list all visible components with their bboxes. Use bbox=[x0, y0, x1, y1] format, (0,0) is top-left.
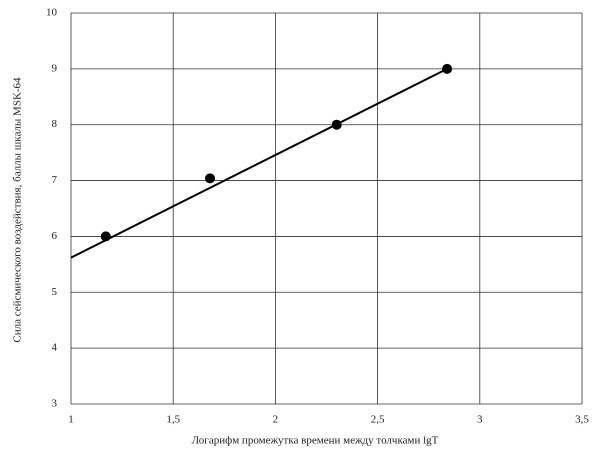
y-tick-label: 8 bbox=[52, 118, 58, 130]
y-tick-label: 9 bbox=[52, 62, 58, 74]
y-tick-label: 10 bbox=[46, 7, 58, 19]
data-point bbox=[204, 173, 215, 184]
y-tick-label: 5 bbox=[52, 286, 58, 298]
y-tick-label: 7 bbox=[52, 174, 58, 186]
y-axis-label: Сила сейсмического воздействия, баллы шк… bbox=[12, 77, 24, 343]
x-axis-label: Логарифм промежутка времени между толчка… bbox=[192, 435, 439, 447]
x-tick-label: 1 bbox=[68, 414, 74, 426]
y-tick-label: 6 bbox=[52, 230, 58, 242]
data-point bbox=[331, 119, 342, 130]
y-tick-label: 4 bbox=[52, 342, 58, 354]
y-tick-label: 3 bbox=[52, 398, 58, 410]
x-tick-label: 2 bbox=[273, 414, 279, 426]
data-point bbox=[442, 63, 453, 74]
x-tick-label: 1,5 bbox=[166, 414, 180, 426]
trend-line bbox=[70, 67, 448, 259]
x-tick-label: 2,5 bbox=[371, 414, 385, 426]
data-point bbox=[100, 231, 111, 242]
x-tick-label: 3,5 bbox=[575, 414, 589, 426]
x-tick-label: 3 bbox=[477, 414, 483, 426]
